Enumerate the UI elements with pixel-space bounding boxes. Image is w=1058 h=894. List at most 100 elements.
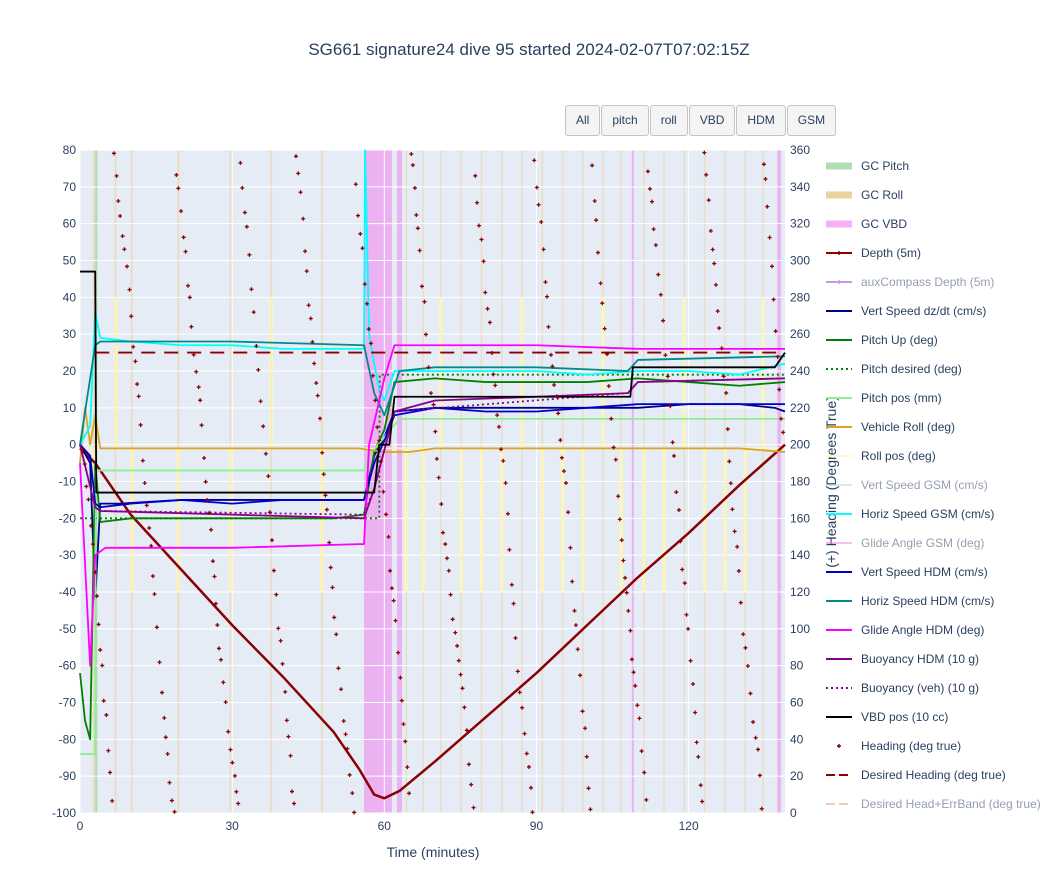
heading-marker xyxy=(595,250,600,255)
legend-symbol xyxy=(826,220,852,227)
heading-marker xyxy=(568,545,573,550)
heading-marker xyxy=(221,680,226,685)
heading-marker xyxy=(292,801,297,806)
legend-item[interactable]: Vert Speed GSM (cm/s) xyxy=(824,470,1054,499)
y2-tick-label: 280 xyxy=(790,290,810,304)
heading-marker xyxy=(378,459,383,464)
heading-marker xyxy=(665,374,670,379)
heading-marker xyxy=(373,398,378,403)
heading-marker xyxy=(702,150,707,155)
x-axis-title: Time (minutes) xyxy=(387,844,480,860)
legend-item[interactable]: GC VBD xyxy=(824,209,1054,238)
legend-item[interactable]: Vert Speed dz/dt (cm/s) xyxy=(824,296,1054,325)
heading-marker xyxy=(110,798,115,803)
legend-item[interactable]: Glide Angle HDM (deg) xyxy=(824,615,1054,644)
legend-label: Heading (deg true) xyxy=(861,738,962,753)
heading-marker xyxy=(616,494,621,499)
y-tick-label: 60 xyxy=(63,217,77,231)
buoyancy-hdm-10-g-line xyxy=(79,377,786,520)
heading-marker xyxy=(606,384,611,389)
heading-marker xyxy=(477,223,482,228)
legend-item[interactable]: Desired Head+ErrBand (deg true) xyxy=(824,789,1054,818)
heading-marker xyxy=(748,691,753,696)
heading-marker xyxy=(592,198,597,203)
legend-item[interactable]: Buoyancy (veh) (10 g) xyxy=(824,673,1054,702)
all-button[interactable]: All xyxy=(565,105,601,136)
legend-symbol xyxy=(837,743,841,748)
legend-item[interactable]: Pitch pos (mm) xyxy=(824,383,1054,412)
heading-marker xyxy=(541,247,546,252)
legend-symbol xyxy=(826,162,852,169)
legend-item[interactable]: Vehicle Roll (deg) xyxy=(824,412,1054,441)
heading-marker xyxy=(238,160,243,165)
legend-item[interactable]: Glide Angle GSM (deg) xyxy=(824,528,1054,557)
heading-marker xyxy=(558,438,563,443)
y2-tick-label: 320 xyxy=(790,217,810,231)
legend-symbol xyxy=(826,686,852,689)
glide-angle-hdm-deg-line xyxy=(79,344,785,667)
heading-marker xyxy=(727,459,732,464)
hdm-button[interactable]: HDM xyxy=(736,105,786,136)
legend-item[interactable]: Heading (deg true) xyxy=(824,731,1054,760)
heading-marker xyxy=(453,630,458,635)
legend-item[interactable]: GC Pitch xyxy=(824,151,1054,180)
heading-marker xyxy=(600,301,605,306)
legend-item[interactable]: Vert Speed HDM (cm/s) xyxy=(824,557,1054,586)
heading-marker xyxy=(656,272,661,277)
heading-marker xyxy=(779,416,784,421)
heading-marker xyxy=(96,622,101,627)
pitch-button[interactable]: pitch xyxy=(601,105,649,136)
heading-marker xyxy=(674,490,679,495)
heading-marker xyxy=(306,303,311,308)
legend-label: Buoyancy HDM (10 g) xyxy=(861,651,980,666)
gsm-button[interactable]: GSM xyxy=(786,105,837,136)
heading-marker xyxy=(353,182,358,187)
vbd-pos-10-cc-line xyxy=(80,270,786,494)
heading-marker xyxy=(116,199,121,204)
legend-item[interactable]: VBD pos (10 cc) xyxy=(824,702,1054,731)
legend-symbol xyxy=(826,657,852,660)
legend-item[interactable]: Buoyancy HDM (10 g) xyxy=(824,644,1054,673)
legend-symbol xyxy=(826,425,852,428)
heading-marker xyxy=(422,299,427,304)
legend-symbol xyxy=(826,250,852,255)
y-tick-label: 30 xyxy=(63,327,77,341)
heading-marker xyxy=(189,324,194,329)
heading-marker xyxy=(756,747,761,752)
legend-item[interactable]: GC Roll xyxy=(824,180,1054,209)
heading-marker xyxy=(745,663,750,668)
roll-button[interactable]: roll xyxy=(649,105,688,136)
heading-marker xyxy=(545,294,550,299)
heading-marker xyxy=(505,511,510,516)
heading-marker xyxy=(445,556,450,561)
heading-marker xyxy=(605,352,610,357)
heading-marker xyxy=(284,718,289,723)
heading-marker xyxy=(513,635,518,640)
legend-item[interactable]: Pitch desired (deg) xyxy=(824,354,1054,383)
legend-symbol xyxy=(826,599,852,602)
vbd-button[interactable]: VBD xyxy=(688,105,736,136)
legend-symbol xyxy=(826,367,852,370)
legend-item[interactable]: auxCompass Depth (5m) xyxy=(824,267,1054,296)
heading-marker xyxy=(236,801,241,806)
heading-marker xyxy=(637,716,642,721)
heading-marker xyxy=(704,172,709,177)
legend-item[interactable]: Roll pos (deg) xyxy=(824,441,1054,470)
heading-marker xyxy=(244,224,249,229)
legend-item[interactable]: Desired Heading (deg true) xyxy=(824,760,1054,789)
heading-marker xyxy=(536,202,541,207)
heading-marker xyxy=(426,365,431,370)
legend-item[interactable]: Horiz Speed GSM (cm/s) xyxy=(824,499,1054,528)
heading-marker xyxy=(624,590,629,595)
heading-marker xyxy=(191,352,196,357)
heading-marker xyxy=(308,316,313,321)
heading-marker xyxy=(431,402,436,407)
legend-label: Vehicle Roll (deg) xyxy=(861,419,956,434)
legend-item[interactable]: Depth (5m) xyxy=(824,238,1054,267)
heading-marker xyxy=(483,290,488,295)
legend-item[interactable]: Horiz Speed HDM (cm/s) xyxy=(824,586,1054,615)
legend-item[interactable]: Pitch Up (deg) xyxy=(824,325,1054,354)
heading-marker xyxy=(136,394,141,399)
legend-symbol xyxy=(826,773,852,776)
